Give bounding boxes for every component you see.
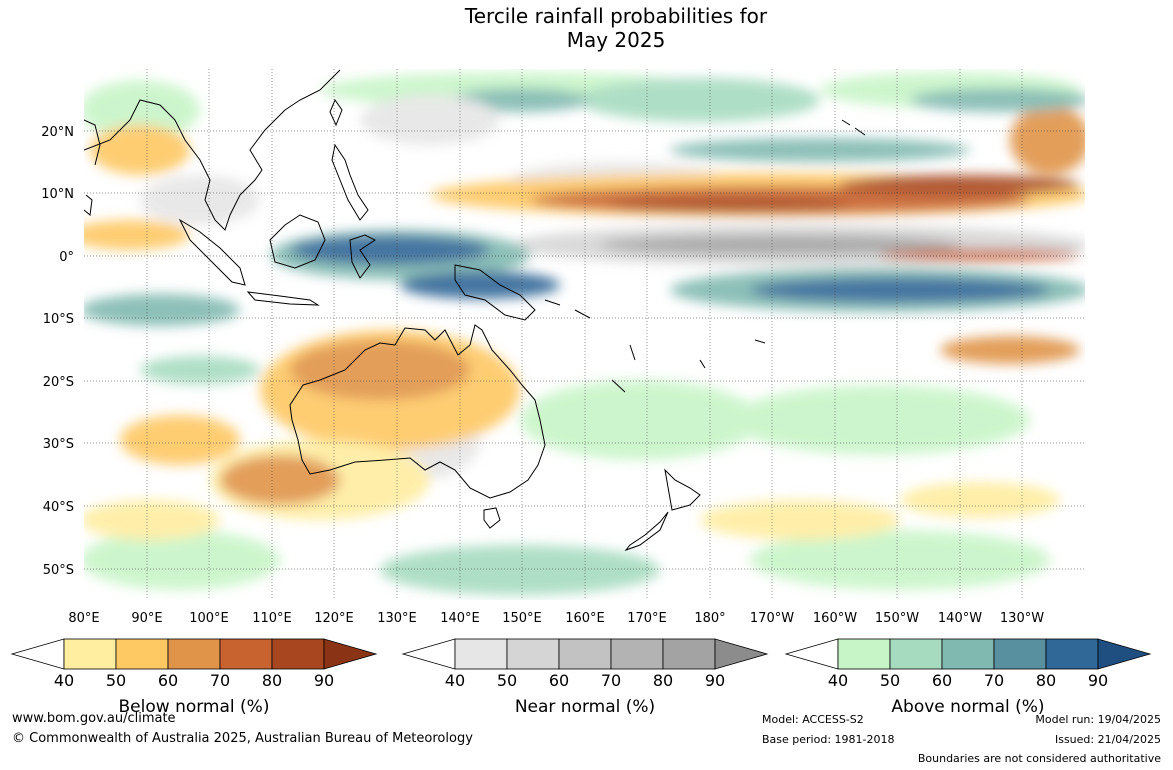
colorbar-segment [662,638,716,670]
lon-label: 170°E [627,611,667,626]
colorbar-title: Below normal (%) [119,697,270,717]
disclaimer-text: Boundaries are not considered authoritat… [917,752,1161,765]
lon-label: 180° [694,611,725,626]
colorbar-over-triangle [1097,638,1152,670]
issued-text: Issued: 21/04/2025 [1054,733,1161,746]
hawaii-coast [841,119,866,136]
lon-label: 130°W [1000,611,1044,626]
lon-label: 80°E [68,611,99,626]
lat-label: 40°S [43,500,74,515]
lon-label: 140°E [440,611,480,626]
lon-label: 170°W [750,611,794,626]
colorbar-1: 40 50 60 70 80 90 Near normal (%) [401,638,769,717]
colorbar-2: 40 50 60 70 80 90 Above normal (%) [784,638,1152,717]
lon-label: 160°W [813,611,857,626]
lat-label: 50°S [43,563,74,578]
lon-label: 90°E [131,611,162,626]
taiwan-coast [329,98,343,127]
lat-label: 10°N [41,187,74,202]
title-line-2: May 2025 [566,28,666,52]
colorbar-segment [219,638,273,670]
new-guinea-coast [454,264,536,321]
colorbar-over-triangle [714,638,769,670]
lon-label: 150°W [875,611,919,626]
longitude-labels: 80°E 90°E 100°E 110°E 120°E 130°E 140°E … [68,611,1044,626]
colorbar-tick-label: 70 [984,671,1004,690]
sulawesi-coast [349,234,376,279]
southeast-asia-coast [84,69,341,231]
gridlines [84,69,1085,600]
colorbar-tick-label: 90 [1088,671,1108,690]
colorbar-title: Above normal (%) [891,697,1044,717]
colorbar-tick-label: 50 [106,671,126,690]
colorbar-tick-label: 60 [932,671,952,690]
probability-field [84,69,1085,600]
colorbar-tick-label: 40 [54,671,74,690]
colorbar-tick-label: 50 [880,671,900,690]
colorbar-tick-label: 80 [262,671,282,690]
colorbar-tick-label: 80 [653,671,673,690]
colorbar-segment [63,638,117,670]
model-text: Model: ACCESS-S2 [762,713,864,726]
colorbar-segment [506,638,560,670]
colorbar-tick-label: 90 [705,671,725,690]
lat-label: 30°S [43,437,74,452]
lat-label: 10°S [43,312,74,327]
colorbar-over-triangle [323,638,378,670]
base-period-text: Base period: 1981-2018 [762,733,895,746]
colorbar-tick-label: 60 [549,671,569,690]
website-link[interactable]: www.bom.gov.au/climate [12,711,176,726]
colorbar-segment [610,638,664,670]
colorbar-tick-label: 90 [314,671,334,690]
colorbar-segment [454,638,508,670]
lon-label: 160°E [565,611,605,626]
india-coast [84,119,101,166]
colorbar-segment [115,638,169,670]
tasmania-coast [483,507,501,529]
sumatra-coast [178,218,246,286]
colorbar-under-triangle [784,638,839,670]
colorbar-segment [271,638,325,670]
title-line-1: Tercile rainfall probabilities for [464,4,768,28]
colorbars: 40 50 60 70 80 90 Below normal (%) 40 50 60 70 80 90… [10,638,1152,717]
colorbar-tick-label: 70 [210,671,230,690]
colorbar-0: 40 50 60 70 80 90 Below normal (%) [10,638,378,717]
lon-label: 110°E [252,611,292,626]
lat-label: 0° [59,250,74,265]
lat-label: 20°S [43,375,74,390]
latitude-labels: 20°N 10°N 0° 10°S 20°S 30°S 40°S 50°S [41,125,74,578]
colorbar-segment [558,638,612,670]
copyright-text: © Commonwealth of Australia 2025, Austra… [12,731,473,746]
colorbar-tick-label: 70 [601,671,621,690]
lon-label: 140°W [938,611,982,626]
colorbar-under-triangle [10,638,65,670]
chart-title: Tercile rainfall probabilities for May 2… [0,4,1173,52]
colorbar-segment [889,638,943,670]
colorbar-segment [993,638,1047,670]
colorbar-under-triangle [401,638,456,670]
colorbar-tick-label: 50 [497,671,517,690]
java-coast [246,291,320,306]
colorbar-tick-label: 60 [158,671,178,690]
colorbar-segment [1045,638,1099,670]
borneo-coast [269,214,326,269]
colorbar-segment [837,638,891,670]
colorbar-title: Near normal (%) [515,697,655,717]
colorbar-segment [167,638,221,670]
new-zealand-coast [624,468,701,552]
colorbar-segment [941,638,995,670]
lon-label: 150°E [502,611,542,626]
colorbar-tick-label: 40 [445,671,465,690]
model-run-text: Model run: 19/04/2025 [1035,713,1161,726]
lon-label: 130°E [377,611,417,626]
lat-label: 20°N [41,125,74,140]
pacific-islands [544,299,766,393]
sri-lanka-coast [84,194,93,216]
lon-label: 100°E [189,611,229,626]
colorbar-tick-label: 80 [1036,671,1056,690]
colorbar-tick-label: 40 [828,671,848,690]
lon-label: 120°E [314,611,354,626]
philippines-coast [331,143,369,221]
